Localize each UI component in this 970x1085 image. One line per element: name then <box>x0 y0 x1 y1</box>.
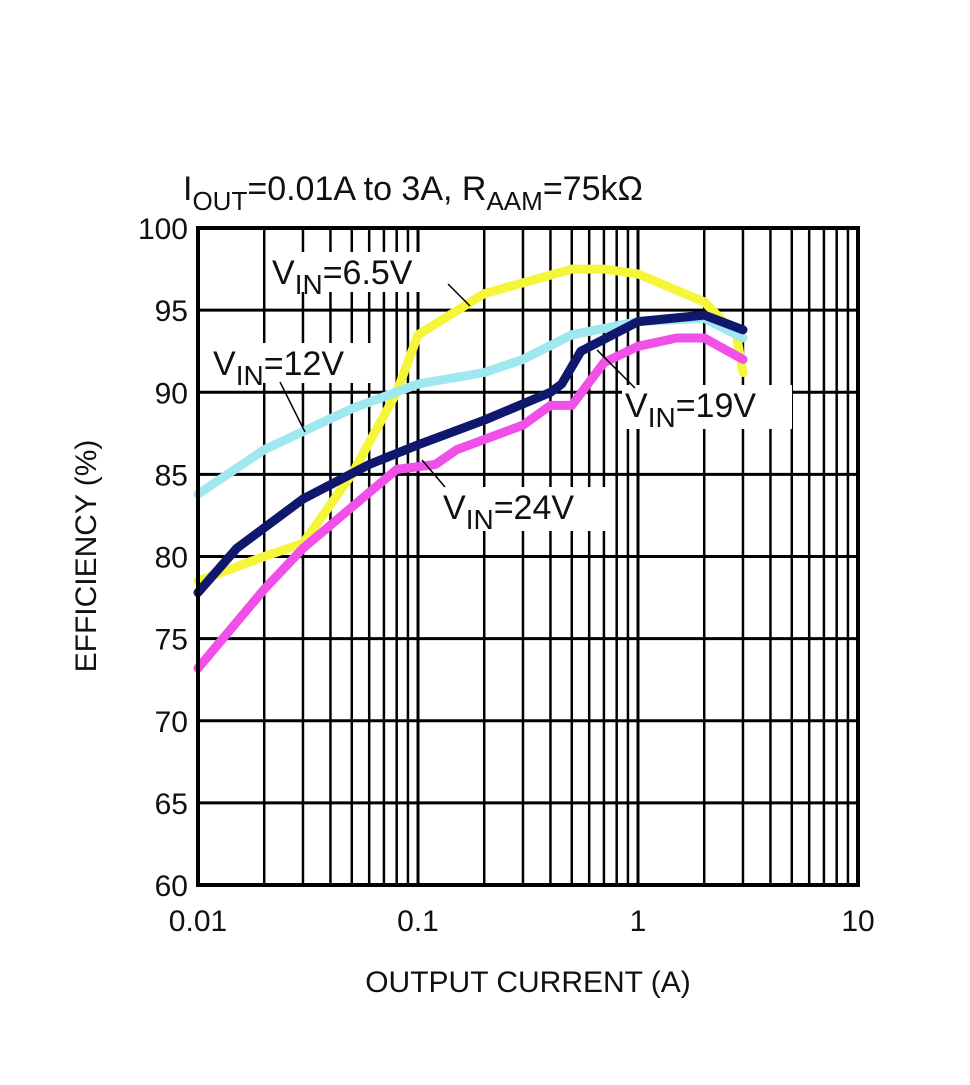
svg-text:VIN=24V: VIN=24V <box>443 489 574 535</box>
plot-frame <box>196 226 860 887</box>
x-tick-label: 0.01 <box>169 905 227 938</box>
svg-text:VIN=12V: VIN=12V <box>213 345 344 391</box>
x-axis-label: OUTPUT CURRENT (A) <box>365 966 691 999</box>
y-tick-label: 100 <box>138 213 188 246</box>
series-line-vin-24v <box>193 333 748 673</box>
y-tick-label: 75 <box>155 624 188 657</box>
series-group <box>193 264 748 673</box>
svg-text:VIN=6.5V: VIN=6.5V <box>272 254 413 300</box>
y-axis-label: EFFICIENCY (%) <box>70 440 103 673</box>
label-vin-6.5v: VIN=6.5V <box>268 252 471 307</box>
y-tick-label: 80 <box>155 542 188 575</box>
y-tick-label: 65 <box>155 788 188 821</box>
label-vin-24v: VIN=24V <box>421 459 606 535</box>
y-tick-label: 60 <box>155 870 188 903</box>
x-tick-label: 10 <box>841 905 874 938</box>
chart-title: IOUT=0.01A to 3A, RAAM=75kΩ <box>183 170 643 216</box>
grid <box>196 226 858 887</box>
label-vin-12v: VIN=12V <box>210 343 372 433</box>
x-tick-label: 1 <box>630 905 647 938</box>
x-tick-label: 0.1 <box>397 905 439 938</box>
y-tick-label: 95 <box>155 295 188 328</box>
series-line-vin-19v <box>193 310 748 598</box>
y-tick-label: 85 <box>155 459 188 492</box>
svg-text:VIN=19V: VIN=19V <box>625 387 756 433</box>
y-tick-label: 90 <box>155 377 188 410</box>
y-tick-label: 70 <box>155 706 188 739</box>
label-vin-19v: VIN=19V <box>596 349 792 433</box>
